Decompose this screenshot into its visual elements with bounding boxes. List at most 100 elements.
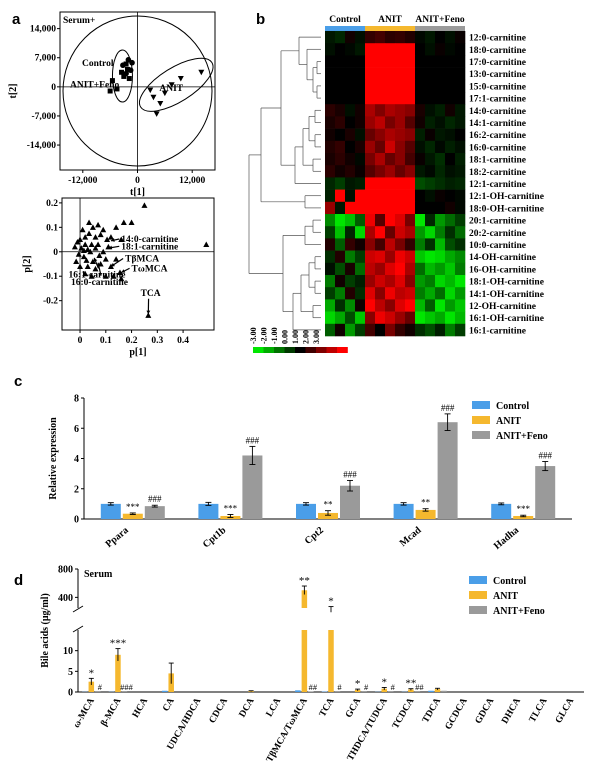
- bar-lower-segment: [328, 630, 334, 692]
- heatmap-cell: [375, 31, 386, 44]
- heatmap-cell: [375, 311, 386, 325]
- heatmap-cell: [355, 31, 366, 44]
- loading-point: [78, 245, 85, 251]
- heatmap-cell: [435, 104, 446, 117]
- heatmap-cell: [425, 275, 436, 288]
- heatmap-cell: [425, 201, 436, 215]
- category-label: Mcad: [398, 525, 424, 549]
- heatmap-cell: [325, 31, 336, 44]
- heatmap-cell: [425, 140, 436, 154]
- y-tick-label: 5: [68, 667, 73, 678]
- bar: [340, 485, 360, 519]
- heatmap-cell: [415, 55, 426, 68]
- heatmap-cell: [335, 104, 346, 117]
- heatmap-cell: [365, 250, 376, 264]
- heatmap-cell: [385, 116, 396, 129]
- panel-letter-a: a: [12, 11, 21, 28]
- significance-mark: ###: [148, 494, 162, 504]
- category-label: CDCA: [208, 696, 230, 725]
- heatmap-cell: [415, 67, 426, 81]
- heatmap-cell: [425, 31, 436, 44]
- heatmap-cell: [405, 177, 416, 190]
- heatmap-cell: [415, 287, 426, 300]
- heatmap-cell: [385, 128, 396, 142]
- heatmap-cell: [445, 116, 456, 129]
- heatmap-cell: [425, 226, 436, 239]
- heatmap-cell: [335, 323, 346, 337]
- heatmap-cell: [325, 43, 336, 56]
- bar: [393, 503, 414, 519]
- category-label: β-MCA: [99, 696, 123, 728]
- heatmap-cell: [415, 189, 426, 203]
- heatmap-cell: [365, 67, 376, 81]
- heatmap-cell: [365, 153, 376, 166]
- loading-point: [89, 258, 96, 265]
- confidence-ellipse: [62, 15, 213, 167]
- category-label: DCA: [238, 696, 257, 719]
- heatmap-cell: [445, 140, 456, 154]
- heatmap-cell: [405, 79, 416, 93]
- heatmap-cell: [385, 140, 396, 154]
- heatmap-cell: [455, 140, 466, 154]
- loading-point: [84, 246, 91, 252]
- y-tick-label: 2: [74, 484, 79, 495]
- heatmap-cell: [355, 311, 366, 325]
- y-axis-label: p[2]: [22, 255, 33, 272]
- heatmap-cell: [345, 226, 356, 239]
- heatmap-cell: [335, 128, 346, 142]
- heatmap-cell: [425, 177, 436, 190]
- heatmap-cell: [455, 189, 466, 203]
- heatmap-cell: [325, 287, 336, 300]
- bar: [408, 689, 414, 692]
- heatmap-cell: [455, 128, 466, 142]
- legend-swatch: [472, 416, 490, 424]
- bar: [318, 512, 338, 519]
- row-label: 14:0-carnitine: [469, 107, 526, 117]
- bar: [100, 503, 121, 519]
- scale-swatch: [326, 347, 338, 353]
- category-label: TCDCA: [391, 696, 417, 730]
- heatmap-cell: [405, 323, 416, 337]
- heatmap-cell: [435, 31, 446, 44]
- heatmap-cell: [335, 55, 346, 68]
- score-point-square: [107, 88, 113, 94]
- significance-mark: **: [299, 575, 310, 587]
- score-plot: -12,000 0 12,000 14,000 7,000 0 -7,000 -14,000 t…: [8, 11, 216, 198]
- heatmap-cell: [455, 238, 466, 251]
- heatmap-cell: [325, 153, 336, 166]
- heatmap-cell: [445, 262, 456, 276]
- heatmap-cell: [425, 153, 436, 166]
- heatmap-cell: [395, 31, 406, 44]
- heatmap-cell: [385, 323, 396, 337]
- heatmap-cell: [385, 226, 396, 239]
- legend-swatch: [469, 576, 487, 584]
- heatmap-cell: [345, 116, 356, 129]
- heatmap-cell: [445, 104, 456, 117]
- score-point-circle: [123, 70, 129, 77]
- significance-mark: ***: [126, 502, 140, 512]
- heatmap-cell: [415, 92, 426, 105]
- heatmap-cell: [435, 201, 446, 215]
- heatmap-cell: [415, 177, 426, 190]
- heatmap-cell: [325, 55, 336, 68]
- heatmap-cell: [335, 262, 346, 276]
- heatmap-cell: [435, 92, 446, 105]
- category-label: CA: [161, 696, 177, 713]
- legend-swatch: [472, 431, 490, 439]
- heatmap-cell: [365, 287, 376, 300]
- heatmap-cell: [405, 226, 416, 239]
- heatmap-cell: [405, 275, 416, 288]
- heatmap-cell: [395, 128, 406, 142]
- heatmap-cell: [355, 165, 366, 178]
- heatmap-cell: [385, 177, 396, 190]
- bar: [381, 688, 388, 692]
- bar: [415, 509, 436, 519]
- heatmap-cell: [395, 189, 406, 203]
- heatmap-cell: [405, 189, 416, 203]
- heatmap-cell: [385, 67, 396, 81]
- heatmap-cell: [425, 287, 436, 300]
- group-ellipse-control: [111, 49, 133, 103]
- annotation-label: 18:1-carnitine: [121, 242, 178, 252]
- heatmap-cell: [435, 262, 446, 276]
